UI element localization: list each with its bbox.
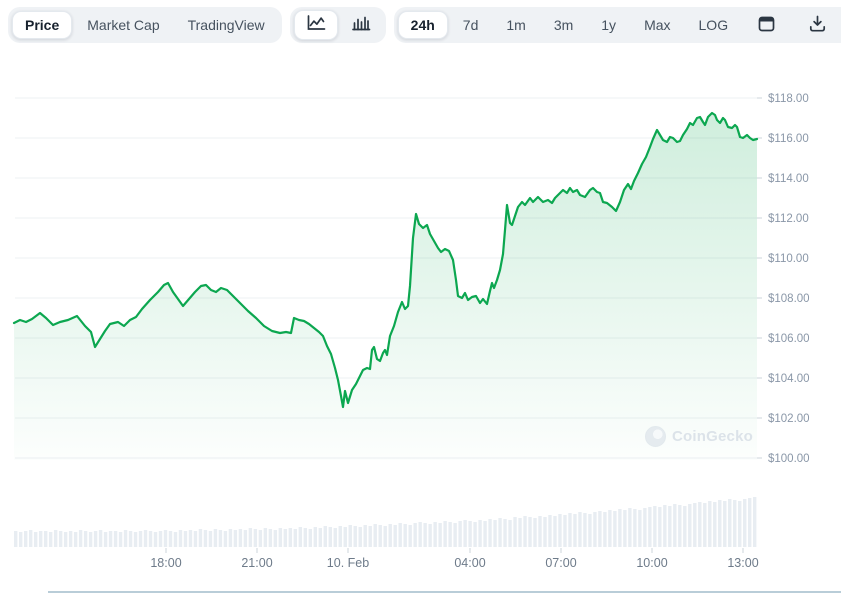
x-axis-label: 10. Feb (327, 556, 369, 570)
bar-chart-button[interactable] (340, 10, 382, 40)
x-axis-label: 10:00 (636, 556, 667, 570)
view-tab-group: Price Market Cap TradingView (8, 7, 282, 43)
chart-type-toggle (289, 7, 386, 43)
tab-price[interactable]: Price (12, 11, 73, 39)
x-axis-label: 13:00 (727, 556, 758, 570)
y-axis-label: $108.00 (768, 293, 810, 305)
download-icon (808, 14, 827, 36)
calendar-icon (757, 14, 776, 36)
y-axis-label: $112.00 (768, 213, 809, 225)
range-1m[interactable]: 1m (493, 11, 538, 39)
y-axis-label: $116.00 (768, 133, 809, 145)
range-3m[interactable]: 3m (541, 11, 586, 39)
range-1y[interactable]: 1y (588, 11, 629, 39)
x-axis-label: 04:00 (454, 556, 485, 570)
y-axis-labels: $118.00 $116.00 $114.00 $112.00 $110.00 $108.… (768, 93, 810, 465)
x-axis-label: 21:00 (241, 556, 272, 570)
y-axis-label: $110.00 (768, 253, 809, 265)
range-24h[interactable]: 24h (397, 11, 448, 39)
calendar-button[interactable] (755, 12, 778, 38)
y-axis-label: $100.00 (768, 453, 810, 465)
tab-market-cap[interactable]: Market Cap (74, 11, 172, 39)
range-7d[interactable]: 7d (450, 11, 492, 39)
tab-tradingview[interactable]: TradingView (175, 11, 278, 39)
y-axis-label: $104.00 (768, 373, 810, 385)
y-axis-label: $102.00 (768, 413, 810, 425)
watermark-text: CoinGecko (672, 428, 753, 445)
line-chart-button[interactable] (293, 10, 338, 40)
coingecko-watermark: CoinGecko (645, 426, 753, 447)
x-axis-label: 07:00 (545, 556, 576, 570)
coingecko-logo-icon (645, 426, 666, 447)
y-axis-label: $106.00 (768, 333, 810, 345)
x-axis-labels: 18:00 21:00 10. Feb 04:00 07:00 10:00 13:00 (150, 548, 759, 570)
volume-bars (14, 497, 757, 547)
bar-chart-icon (351, 14, 371, 36)
toolbar-actions (745, 12, 841, 38)
section-divider (48, 591, 841, 593)
x-axis-label: 18:00 (150, 556, 181, 570)
y-axis-label: $118.00 (768, 93, 809, 105)
price-area-fill (14, 113, 757, 460)
y-axis-label: $114.00 (768, 173, 809, 185)
line-chart-icon (305, 14, 327, 36)
range-max[interactable]: Max (631, 11, 683, 39)
chart-toolbar: Price Market Cap TradingView 24h 7d 1m (8, 7, 841, 43)
toggle-log-scale[interactable]: LOG (686, 11, 742, 39)
range-selector: 24h 7d 1m 3m 1y Max LOG (393, 7, 841, 43)
download-button[interactable] (806, 12, 829, 38)
price-line (12, 111, 759, 409)
